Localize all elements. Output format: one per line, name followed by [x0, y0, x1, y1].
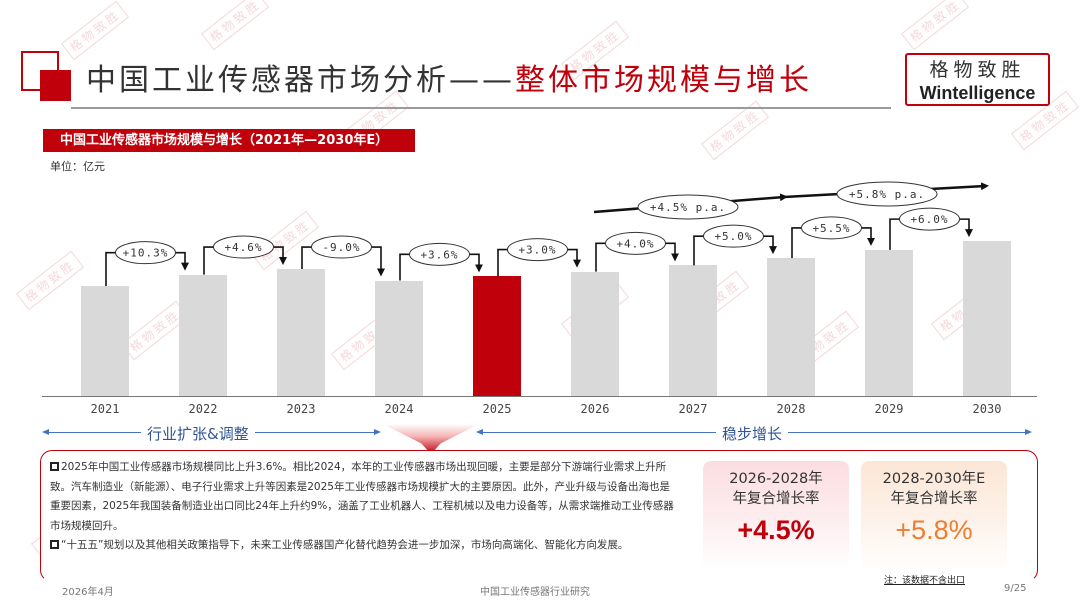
- brand-logo-cn: 格物致胜: [929, 59, 1026, 81]
- footer-page-number: 9/25: [1004, 583, 1027, 594]
- svg-text:+10.3%: +10.3%: [123, 247, 169, 260]
- bar-2029: [865, 249, 913, 396]
- period-label-expansion: 行业扩张&调整: [141, 423, 255, 444]
- period-label-steady: 稳步增长: [716, 423, 789, 444]
- x-tick-label: 2023: [286, 402, 316, 416]
- svg-text:+3.0%: +3.0%: [518, 244, 556, 257]
- svg-text:+5.5%: +5.5%: [812, 222, 850, 235]
- bar-2026: [571, 271, 619, 396]
- svg-text:+3.6%: +3.6%: [420, 248, 458, 261]
- square-bullet-icon: [50, 540, 59, 549]
- svg-text:+4.6%: +4.6%: [224, 241, 262, 254]
- bar-2021: [81, 286, 129, 396]
- x-tick-label: 2027: [678, 402, 708, 416]
- svg-text:+4.0%: +4.0%: [616, 237, 654, 250]
- footer-date: 2026年4月: [62, 587, 114, 598]
- kpi-period: 2026-2028年: [729, 471, 823, 487]
- bar-2025: [473, 276, 521, 396]
- svg-text:+4.5% p.a.: +4.5% p.a.: [650, 201, 726, 214]
- kpi-cagr-2028-2030: 2028-2030年E 年复合增长率 +5.8%: [861, 461, 1007, 571]
- bar-2022: [179, 274, 227, 396]
- x-tick-label: 2024: [384, 402, 414, 416]
- svg-text:+5.0%: +5.0%: [714, 230, 752, 243]
- x-tick-label: 2029: [874, 402, 904, 416]
- kpi-cagr-2026-2028: 2026-2028年 年复合增长率 +4.5%: [703, 461, 849, 571]
- kpi-label: 年复合增长率: [732, 491, 820, 507]
- x-tick-label: 2025: [482, 402, 512, 416]
- analysis-paragraph-1: 2025年中国工业传感器市场规模同比上升3.6%。相比2024，本年的工业传感器…: [50, 461, 674, 532]
- bar-2030: [963, 241, 1011, 396]
- x-tick-label: 2026: [580, 402, 610, 416]
- page-title-main: 中国工业传感器市场分析——: [86, 63, 515, 98]
- svg-text:+6.0%: +6.0%: [910, 213, 948, 226]
- bar-2024: [375, 280, 423, 396]
- x-tick-label: 2030: [972, 402, 1002, 416]
- chart-title-banner: 中国工业传感器市场规模与增长（2021年—2030年E）: [43, 129, 415, 152]
- x-tick-label: 2028: [776, 402, 806, 416]
- bar-2023: [277, 269, 325, 396]
- data-note: 注：该数据不含出口: [884, 576, 966, 586]
- kpi-label: 年复合增长率: [890, 491, 978, 507]
- analysis-paragraph-2: “十五五”规划以及其他相关政策指导下，未来工业传感器国产化替代趋势会进一步加深，…: [50, 536, 675, 556]
- brand-logo-en: Wintelligence: [919, 83, 1036, 103]
- page-title-highlight: 整体市场规模与增长: [515, 63, 812, 98]
- svg-text:-9.0%: -9.0%: [322, 241, 360, 254]
- footer-title: 中国工业传感器行业研究: [480, 587, 590, 598]
- brand-logo: 格物致胜 Wintelligence: [905, 53, 1050, 106]
- square-bullet-icon: [50, 462, 59, 471]
- bar-chart: 2021 2022 2023 2024 2025 2026 2027 2028 2029 2030: [81, 241, 1011, 416]
- bar-2028: [767, 258, 815, 396]
- title-decoration-square: [40, 70, 71, 101]
- kpi-value: +5.8%: [895, 515, 973, 545]
- title-divider: [71, 107, 891, 109]
- unit-label: 单位：亿元: [50, 160, 105, 173]
- x-tick-label: 2022: [188, 402, 218, 416]
- bar-2027: [669, 265, 717, 396]
- page-title: 中国工业传感器市场分析——整体市场规模与增长: [86, 55, 812, 99]
- svg-text:+5.8% p.a.: +5.8% p.a.: [849, 188, 925, 201]
- x-tick-label: 2021: [90, 402, 120, 416]
- kpi-value: +4.5%: [737, 515, 815, 545]
- growth-annotations: +10.3% +4.6% -9.0% +3.6% +3.0% +4.0% +5.0% +5.5…: [105, 181, 989, 286]
- kpi-period: 2028-2030年E: [882, 471, 986, 487]
- x-axis: [42, 396, 1037, 397]
